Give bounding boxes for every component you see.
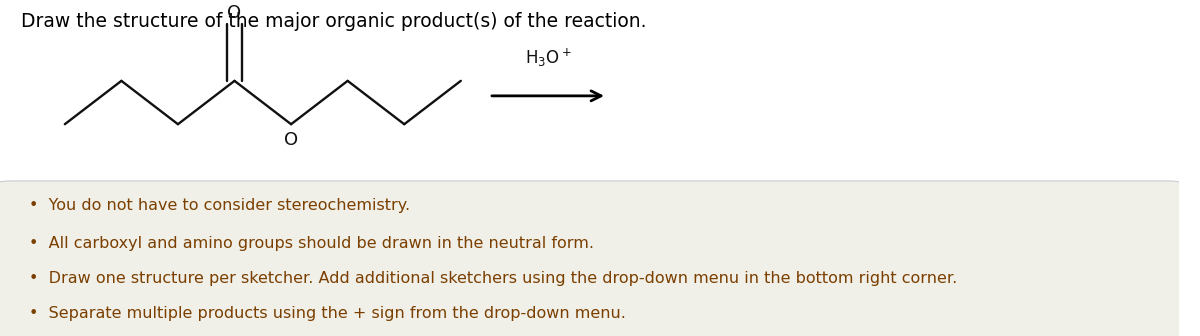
Text: •  Draw one structure per sketcher. Add additional sketchers using the drop-down: • Draw one structure per sketcher. Add a…	[30, 271, 958, 286]
Text: •  All carboxyl and amino groups should be drawn in the neutral form.: • All carboxyl and amino groups should b…	[30, 236, 594, 251]
Text: H$_3$O$^+$: H$_3$O$^+$	[524, 47, 571, 69]
FancyBboxPatch shape	[0, 181, 1184, 336]
Text: O: O	[228, 4, 241, 23]
Text: O: O	[284, 131, 298, 149]
Text: •  You do not have to consider stereochemistry.: • You do not have to consider stereochem…	[30, 198, 410, 213]
Text: Draw the structure of the major organic product(s) of the reaction.: Draw the structure of the major organic …	[22, 12, 647, 32]
Text: •  Separate multiple products using the + sign from the drop-down menu.: • Separate multiple products using the +…	[30, 306, 626, 321]
